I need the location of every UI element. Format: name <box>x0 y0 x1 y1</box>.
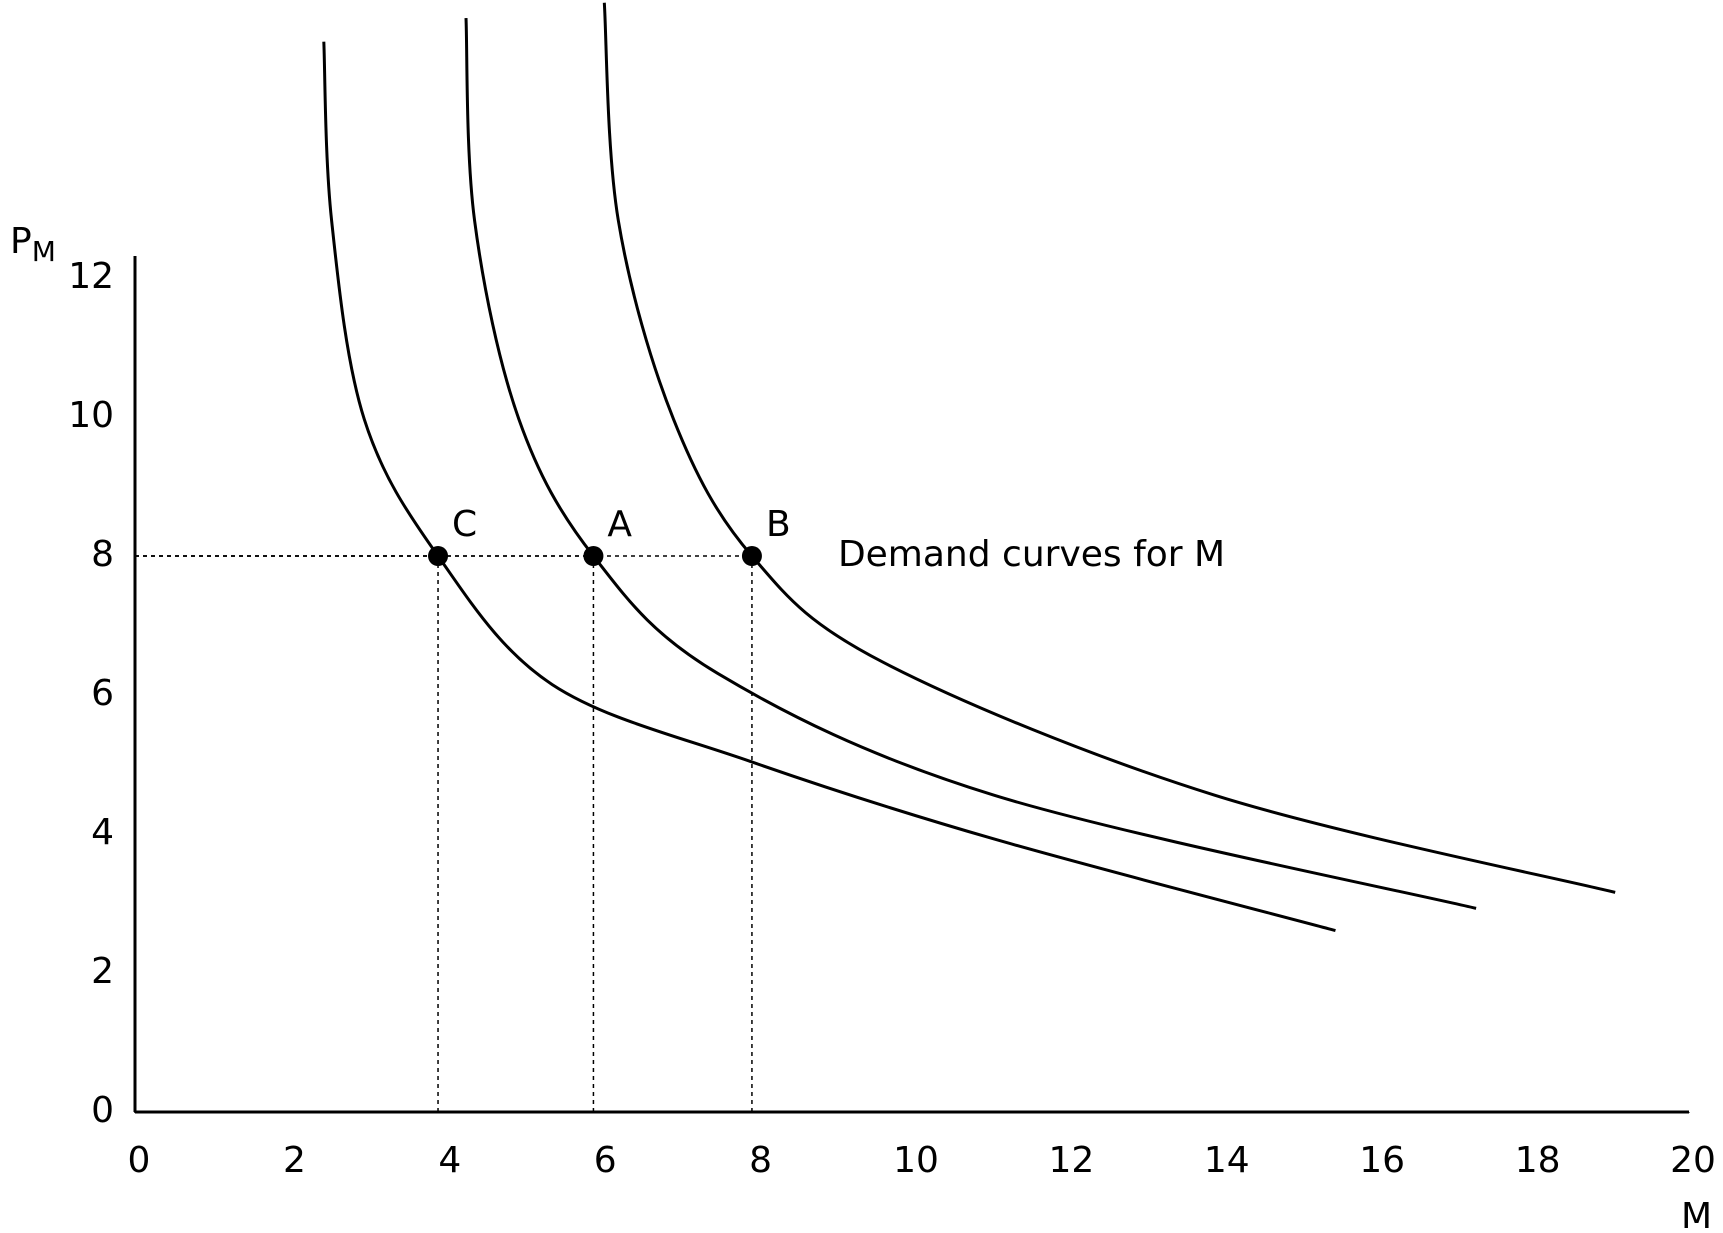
x-tick-label: 0 <box>128 1140 151 1181</box>
x-tick-label: 18 <box>1515 1140 1561 1181</box>
x-tick-label: 14 <box>1204 1140 1250 1181</box>
y-tick-label: 0 <box>91 1090 114 1131</box>
x-tick-label: 12 <box>1048 1140 1094 1181</box>
y-axis-label: PM <box>10 221 56 268</box>
x-tick-label: 4 <box>438 1140 461 1181</box>
x-tick-label: 20 <box>1670 1140 1716 1181</box>
x-axis-label: M <box>1681 1196 1712 1233</box>
point-label: A <box>607 504 632 545</box>
demand-curve <box>464 18 1477 910</box>
point-label: C <box>452 504 477 545</box>
y-axis-label-main: P <box>10 221 32 262</box>
point <box>428 546 449 566</box>
point <box>583 546 604 566</box>
y-tick-label: 10 <box>68 395 114 436</box>
x-tick-label: 8 <box>749 1140 772 1181</box>
y-tick-label: 4 <box>91 812 114 853</box>
y-axis-label-sub: M <box>32 235 56 268</box>
x-tick-label: 2 <box>283 1140 306 1181</box>
x-tick-label: 16 <box>1359 1140 1405 1181</box>
y-tick-label: 8 <box>91 534 114 575</box>
point <box>741 546 762 566</box>
y-tick-label: 6 <box>91 673 114 714</box>
demand-curve <box>322 41 1336 933</box>
y-tick-label: 12 <box>68 256 114 297</box>
x-tick-label: 10 <box>893 1140 939 1181</box>
demand-curve <box>602 2 1616 894</box>
point-label: B <box>766 504 791 545</box>
y-tick-label: 2 <box>91 951 114 992</box>
annotation: Demand curves for M <box>838 534 1225 575</box>
x-tick-label: 6 <box>594 1140 617 1181</box>
